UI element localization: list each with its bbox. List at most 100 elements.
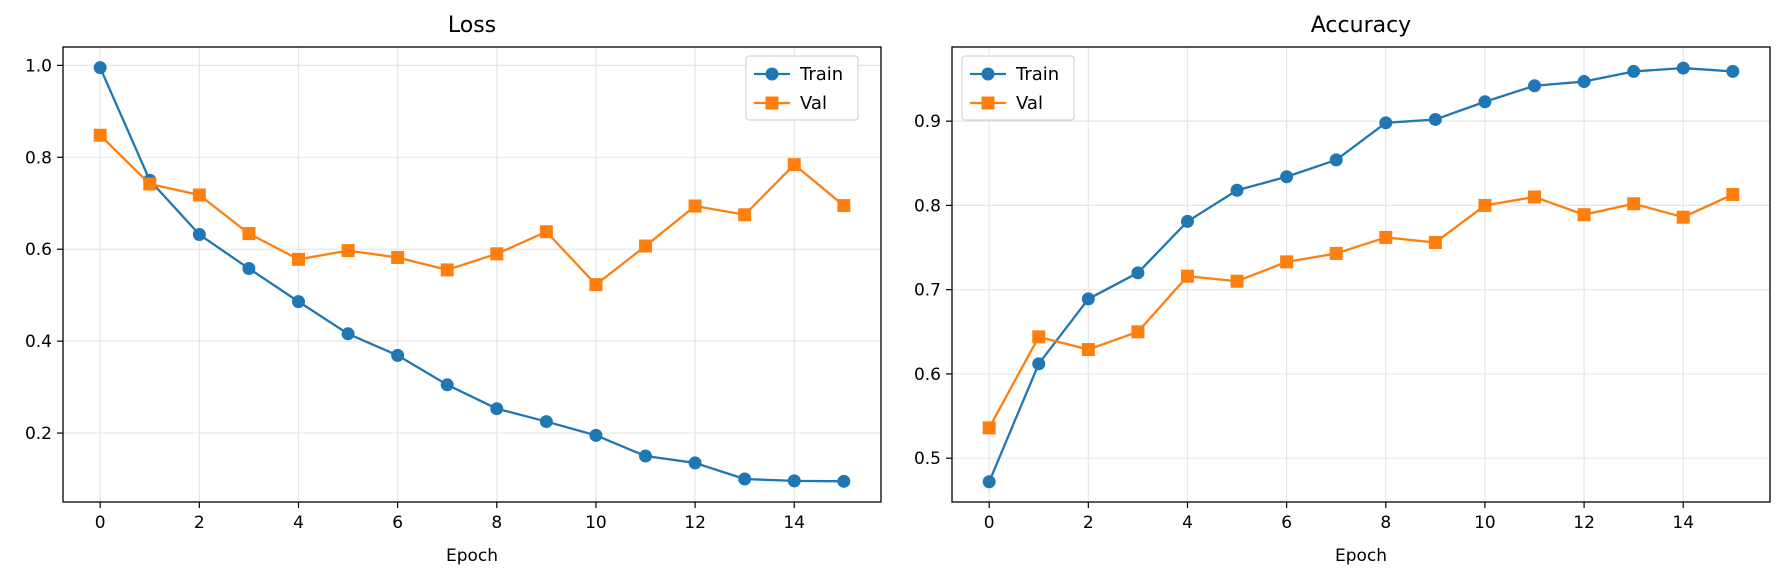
accuracy-legend-marker-val [981,96,995,110]
accuracy-val-point [1081,342,1095,356]
accuracy-val-point [1478,198,1492,212]
accuracy-train-point [1379,116,1393,130]
accuracy-train-point [1676,61,1690,75]
loss-train-point [291,295,305,309]
accuracy-x-tick-label: 8 [1380,513,1391,533]
accuracy-train-point [1329,153,1343,167]
accuracy-x-axis-label: Epoch [1335,546,1387,566]
loss-train-point [440,378,454,392]
accuracy-x-tick-label: 2 [1083,513,1094,533]
loss-val-point [837,199,851,213]
loss-legend-entry-train: Train [754,64,843,85]
accuracy-x-tick-label: 12 [1573,513,1595,533]
loss-legend-label-val: Val [800,93,827,114]
accuracy-legend-marker-train [981,67,995,81]
loss-y-tick-label: 0.6 [25,240,52,260]
loss-train-point [242,262,256,276]
accuracy-y-tick-label: 0.8 [914,196,941,216]
loss-series-val [93,128,851,292]
accuracy-train-point [1428,112,1442,126]
loss-val-point [787,158,801,172]
accuracy-val-point [1329,246,1343,260]
accuracy-train-point [1577,75,1591,89]
accuracy-y-tick-label: 0.9 [914,112,941,132]
loss-val-point [391,250,405,264]
loss-val-point [192,188,206,202]
accuracy-val-point [982,421,996,435]
loss-legend-marker-val [765,96,779,110]
accuracy-val-point [1230,274,1244,288]
accuracy-x-tick-label: 0 [984,513,995,533]
accuracy-val-point [1280,255,1294,269]
accuracy-val-point [1131,325,1145,339]
loss-panel: Loss 0 2 4 6 8 10 12 14 0.2 0.4 0.6 0.8 1.0 Epoch Tr… [25,13,882,566]
loss-train-point [837,474,851,488]
accuracy-chart-title: Accuracy [1311,13,1411,38]
accuracy-series-train [982,61,1740,489]
accuracy-legend: Train Val [961,55,1075,121]
loss-val-point [589,278,603,292]
loss-val-point [490,247,504,261]
loss-train-point [738,472,752,486]
accuracy-train-point [1032,357,1046,371]
loss-val-point [539,225,553,239]
loss-train-point [688,456,702,470]
accuracy-legend-label-val: Val [1016,93,1043,114]
loss-chart-title: Loss [448,13,496,38]
loss-val-line [99,134,845,286]
loss-x-tick-label: 6 [392,513,403,533]
loss-train-point [539,415,553,429]
loss-train-point [639,449,653,463]
accuracy-legend-entry-train: Train [970,64,1059,85]
loss-axes-frame [62,46,882,503]
loss-y-tick-label: 1.0 [25,56,52,76]
loss-val-point [143,177,157,191]
loss-x-tick-label: 14 [783,513,805,533]
accuracy-train-line [988,66,1733,483]
loss-x-tick-label: 0 [95,513,106,533]
accuracy-axes-frame [951,46,1771,503]
accuracy-panel: Accuracy 0 2 4 6 8 10 12 14 0.5 0.6 0.7 0.8 0.9 Epoc… [914,13,1771,566]
accuracy-train-point [1230,183,1244,197]
loss-legend-entry-val: Val [754,93,827,114]
loss-train-point [93,61,107,75]
loss-series-layer [93,61,851,488]
accuracy-train-point [1280,170,1294,184]
accuracy-val-line [988,193,1734,429]
accuracy-val-point [1676,210,1690,224]
accuracy-train-point [1180,214,1194,228]
loss-val-point [639,239,653,253]
loss-y-tick-label: 0.4 [25,332,52,352]
accuracy-series-layer [982,61,1740,489]
accuracy-train-point [1528,79,1542,93]
loss-x-tick-label: 12 [684,513,706,533]
accuracy-x-tick-label: 10 [1474,513,1496,533]
accuracy-ticks: 0 2 4 6 8 10 12 14 0.5 0.6 0.7 0.8 0.9 [914,112,1694,533]
loss-val-point [93,128,107,142]
loss-val-point [688,199,702,213]
loss-ticks: 0 2 4 6 8 10 12 14 0.2 0.4 0.6 0.8 1.0 [25,56,805,533]
loss-val-point [242,227,256,241]
loss-train-point [192,228,206,242]
loss-series-train [93,61,851,488]
loss-train-line [99,67,844,483]
loss-train-point [490,402,504,416]
accuracy-y-tick-label: 0.5 [914,449,941,469]
accuracy-y-tick-label: 0.6 [914,365,941,385]
accuracy-train-point [982,475,996,489]
loss-legend-marker-train [765,67,779,81]
loss-val-point [341,244,355,258]
accuracy-val-point [1726,187,1740,201]
loss-val-point [291,252,305,266]
loss-train-point [341,327,355,341]
loss-val-point [440,263,454,277]
accuracy-val-point [1627,197,1641,211]
accuracy-legend-entry-val: Val [970,93,1043,114]
loss-x-tick-label: 10 [585,513,607,533]
loss-x-tick-label: 2 [194,513,205,533]
accuracy-val-point [1577,208,1591,222]
accuracy-series-val [982,187,1740,435]
loss-train-point [589,428,603,442]
loss-y-tick-label: 0.2 [25,424,52,444]
